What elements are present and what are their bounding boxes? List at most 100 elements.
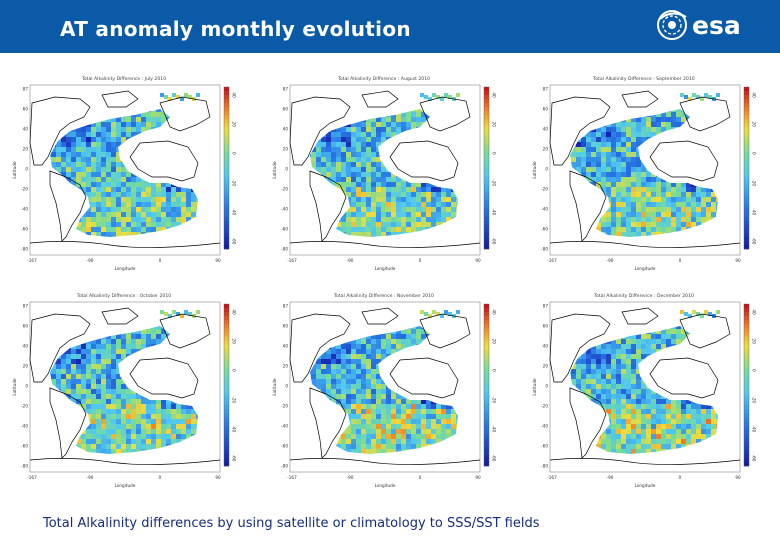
x-tick-label: -167 [27, 258, 37, 263]
title-bar: AT anomaly monthly evolution esa [0, 0, 780, 53]
map-svg-5: Total Alkalinity Difference : November 2… [272, 293, 497, 488]
colorbar-tick-label: -20 [752, 396, 757, 403]
colorbar: 40 20 0 -20 -40 -60 [223, 86, 237, 250]
coastline [29, 96, 91, 166]
coastline [389, 140, 459, 182]
coastline [419, 313, 471, 349]
y-tick-label: 0 [25, 384, 28, 389]
y-tick-label: -60 [281, 227, 288, 232]
panel-title: Total Alkalinity Difference : July 2010 [81, 76, 166, 82]
y-tick-label: 20 [23, 364, 29, 369]
y-tick-label: -40 [541, 207, 548, 212]
coastline [679, 313, 731, 349]
y-tick-label: -60 [21, 444, 28, 449]
coastline [309, 387, 347, 459]
slide-title: AT anomaly monthly evolution [60, 17, 411, 41]
y-tick-label: -80 [281, 464, 288, 469]
map-panel-2: Total Alkalinity Difference : August 201… [270, 73, 498, 283]
coastline [309, 170, 347, 242]
antarctic-coast [29, 458, 221, 465]
colorbar-tick-label: 0 [492, 369, 497, 372]
colorbar-tick-label: -40 [492, 425, 497, 432]
colorbar-tick-label: -40 [232, 425, 237, 432]
coastline [101, 90, 139, 108]
figure-caption: Total Alkalinity differences by using sa… [43, 516, 540, 531]
x-tick-label: -167 [287, 258, 297, 263]
coastline [549, 313, 611, 383]
y-tick-label: -60 [541, 444, 548, 449]
coastline [129, 357, 199, 399]
y-tick-label: 20 [23, 147, 29, 152]
y-tick-label: -80 [541, 247, 548, 252]
colorbar: 40 20 0 -20 -40 -60 [743, 86, 757, 250]
colorbar-tick-label: -20 [492, 179, 497, 186]
y-tick-label: 0 [545, 384, 548, 389]
y-tick-label: 60 [23, 107, 29, 112]
map-svg-4: Total Alkalinity Difference : October 20… [12, 293, 237, 488]
colorbar-tick-label: 40 [752, 309, 757, 315]
y-tick-label: -20 [541, 404, 548, 409]
x-tick-label: -167 [287, 475, 297, 480]
y-tick-label: -40 [21, 207, 28, 212]
y-tick-label: 60 [283, 107, 289, 112]
x-tick-label: -90 [607, 475, 614, 480]
x-axis-label: Longitude [635, 266, 656, 271]
y-tick-label: 20 [283, 364, 289, 369]
coastline [101, 307, 139, 325]
y-tick-label: 60 [543, 324, 549, 329]
x-tick-label: 0 [419, 475, 422, 480]
panel-title: Total Alkalinity Difference : August 201… [337, 76, 430, 82]
map-panel-6: Total Alkalinity Difference : December 2… [530, 290, 758, 500]
antarctic-coast [29, 241, 221, 248]
map-svg-1: Total Alkalinity Difference : July 2010 8… [12, 76, 237, 271]
x-tick-label: 90 [215, 475, 221, 480]
y-tick-label: 87 [283, 87, 289, 92]
colorbar-tick-label: 40 [492, 92, 497, 98]
x-tick-label: -90 [87, 475, 94, 480]
coastline [29, 313, 91, 383]
colorbar-tick-label: 0 [752, 152, 757, 155]
y-tick-label: 87 [23, 87, 29, 92]
colorbar-tick-label: 40 [232, 92, 237, 98]
y-tick-label: 40 [543, 344, 549, 349]
antarctic-coast [289, 458, 481, 465]
x-tick-label: 0 [419, 258, 422, 263]
y-tick-label: 87 [23, 304, 29, 309]
y-tick-label: 87 [543, 304, 549, 309]
y-tick-label: -20 [281, 187, 288, 192]
panel-title: Total Alkalinity Difference : September … [592, 76, 694, 82]
x-tick-label: -90 [87, 258, 94, 263]
coastline [621, 307, 659, 325]
coastline [49, 170, 87, 242]
colorbar-tick-label: -60 [752, 238, 757, 245]
y-axis-label: Latitude [272, 161, 277, 179]
y-tick-label: 40 [23, 127, 29, 132]
coastline [361, 307, 399, 325]
y-tick-label: 0 [545, 167, 548, 172]
y-tick-label: -80 [21, 464, 28, 469]
y-tick-label: 60 [543, 107, 549, 112]
x-axis-label: Longitude [635, 483, 656, 488]
y-tick-label: 20 [283, 147, 289, 152]
panel-title: Total Alkalinity Difference : November 2… [333, 293, 434, 299]
esa-logo: esa [657, 10, 741, 40]
colorbar: 40 20 0 -20 -40 -60 [483, 86, 497, 250]
colorbar-tick-label: 0 [492, 152, 497, 155]
colorbar-tick-label: -60 [232, 455, 237, 462]
x-tick-label: 0 [159, 475, 162, 480]
x-tick-label: 90 [735, 258, 741, 263]
coastline [649, 357, 719, 399]
map-panel-3: Total Alkalinity Difference : September … [530, 73, 758, 283]
y-tick-label: 0 [285, 167, 288, 172]
y-tick-label: -20 [21, 404, 28, 409]
coastline [361, 90, 399, 108]
coastline [289, 313, 351, 383]
x-tick-label: -167 [27, 475, 37, 480]
colorbar-tick-label: -40 [752, 425, 757, 432]
coastline [569, 387, 607, 459]
y-axis-label: Latitude [272, 378, 277, 396]
antarctic-coast [549, 458, 741, 465]
colorbar-tick-label: 0 [232, 369, 237, 372]
y-tick-label: 60 [23, 324, 29, 329]
y-tick-label: 60 [283, 324, 289, 329]
